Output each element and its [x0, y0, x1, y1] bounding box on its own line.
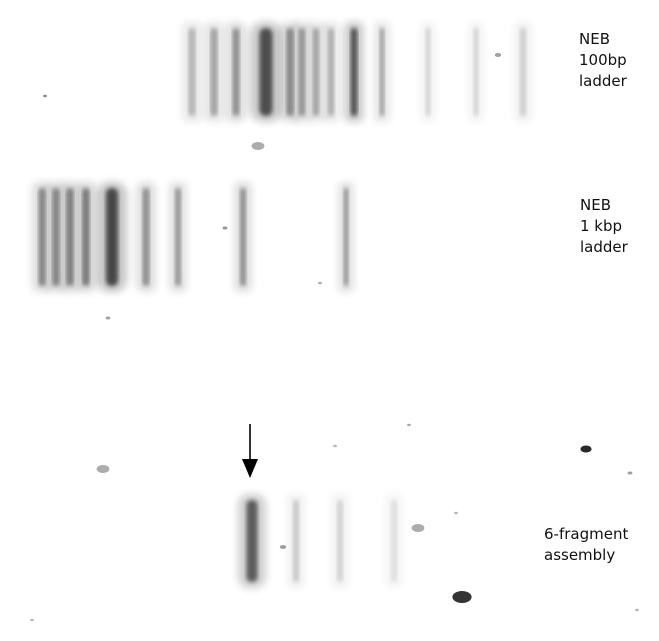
- lane-label-line: NEB: [580, 196, 611, 214]
- gel-band: [328, 28, 334, 116]
- gel-band: [106, 188, 118, 286]
- lane-ladder-100bp: [182, 22, 532, 122]
- gel-speck: [222, 226, 228, 230]
- gel-band: [210, 28, 218, 116]
- gel-speck: [627, 471, 633, 475]
- gel-band: [82, 188, 90, 286]
- gel-speck: [407, 423, 411, 427]
- gel-speck: [30, 618, 34, 622]
- gel-band: [38, 188, 46, 286]
- gel-band: [343, 188, 349, 286]
- gel-band: [66, 188, 74, 286]
- gel-band: [188, 28, 196, 116]
- gel-speck: [580, 445, 592, 453]
- gel-band: [246, 500, 258, 582]
- gel-speck: [452, 591, 472, 603]
- gel-band: [175, 188, 181, 286]
- gel-speck: [333, 444, 337, 448]
- lane-label-line: 6-fragment: [544, 525, 629, 543]
- gel-speck: [494, 53, 502, 57]
- gel-speck: [279, 545, 287, 549]
- gel-band: [52, 188, 60, 286]
- gel-band: [232, 28, 240, 116]
- gel-speck: [454, 511, 458, 515]
- gel-speck: [251, 142, 265, 150]
- gel-band: [379, 28, 385, 116]
- lane-label-line: 100bp: [579, 51, 627, 69]
- gel-speck: [635, 608, 639, 612]
- gel-band: [391, 500, 397, 582]
- gel-band: [350, 28, 358, 116]
- gel-band: [259, 28, 273, 116]
- gel-band: [473, 28, 479, 116]
- lane-label-100bp-ladder: NEB 100bp ladder: [579, 29, 627, 92]
- lane-label-six-fragment-assembly: 6-fragment assembly: [544, 524, 628, 566]
- gel-band: [520, 28, 526, 116]
- gel-speck: [96, 465, 110, 473]
- gel-band: [425, 28, 431, 116]
- gel-speck: [105, 316, 111, 320]
- lane-ladder-1kbp: [32, 182, 354, 292]
- gel-band: [293, 500, 299, 582]
- gel-band: [313, 28, 319, 116]
- gel-speck: [43, 94, 47, 98]
- lane-label-line: NEB: [579, 30, 610, 48]
- lane-six-fragment-assembly: [238, 494, 403, 588]
- gel-speck: [411, 524, 425, 532]
- lane-label-line: ladder: [580, 238, 628, 256]
- lane-label-line: assembly: [544, 546, 616, 564]
- gel-band: [299, 28, 305, 116]
- lane-label-line: ladder: [579, 72, 627, 90]
- lane-label-1kbp-ladder: NEB 1 kbp ladder: [580, 195, 628, 258]
- gel-band: [337, 500, 343, 582]
- gel-band: [286, 28, 294, 116]
- gel-band: [240, 188, 246, 286]
- down-arrow-icon: [242, 424, 258, 478]
- lane-label-line: 1 kbp: [580, 217, 623, 235]
- gel-specks: [30, 53, 639, 622]
- gel-speck: [318, 281, 322, 285]
- gel-band: [142, 188, 150, 286]
